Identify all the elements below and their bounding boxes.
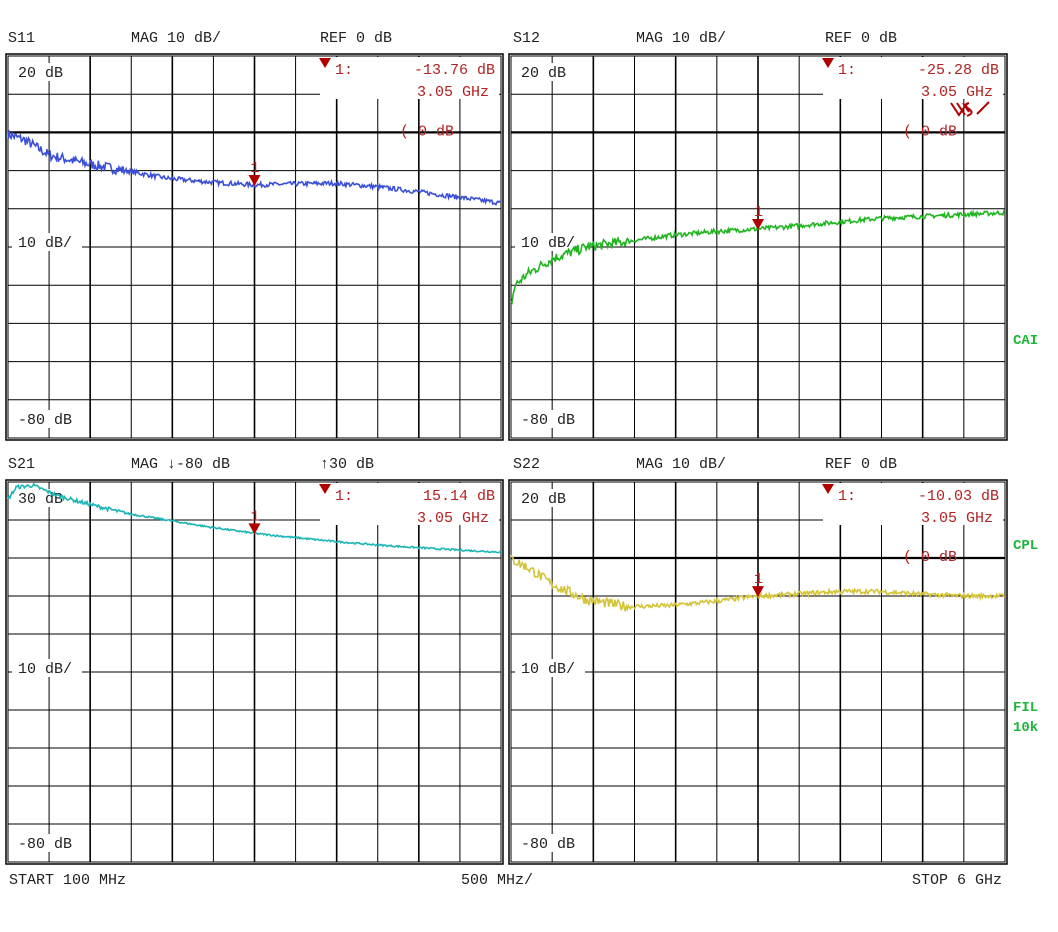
marker-frequency: 3.05 GHz [417,510,489,527]
side-label-cai: CAI [1013,333,1038,349]
marker-value: 15.14 dB [423,488,495,505]
reference-indicator: ( 0 dB [903,123,957,140]
marker-readout-background [823,57,1003,99]
frequency-per-division: 500 MHz/ [461,872,533,889]
header-ref: ↑30 dB [320,456,374,473]
chart-s12: S12 MAG 10 dB/REF 0 dB 20 dB 10 dB/ -80 dB 1:… [508,30,1008,441]
marker-label: 1: [838,488,856,505]
y-axis-scale-label-background [515,233,585,251]
y-axis-bottom-label: -80 dB [18,836,72,853]
reference-indicator: ( 0 dB [903,549,957,566]
y-axis-bottom-label-background [515,834,577,852]
marker-label: 1: [335,62,353,79]
side-label-fil: FIL [1013,700,1038,716]
marker-1-number: 1 [251,160,260,177]
chart-s21: S21 MAG ↓-80 dB ↑30 dB 30 dB 10 dB/ -80 dB 1: 1… [5,456,504,865]
chart-s11: S11 MAG 10 dB/REF 0 dB 20 dB 10 dB/ -80 dB 1:… [5,30,504,441]
header-param: S11 [8,30,35,47]
y-axis-scale-label-background [12,233,82,251]
y-axis-scale-label: 10 dB/ [521,235,575,252]
stop-frequency: STOP 6 GHz [912,872,1002,889]
marker-1-number: 1 [251,508,260,525]
marker-frequency: 3.05 GHz [417,84,489,101]
header-format: MAG 10 dB/ [636,30,726,47]
marker-readout-triangle-icon [319,484,331,494]
marker-readout-triangle-icon [822,484,834,494]
marker-value: -10.03 dB [918,488,999,505]
marker-frequency: 3.05 GHz [921,510,993,527]
chart-s22: S22 MAG 10 dB/REF 0 dB 20 dB 10 dB/ -80 dB 1:… [508,456,1008,865]
marker-1-triangle-icon[interactable] [248,523,261,535]
marker-label: 1: [838,62,856,79]
side-label-cpl: CPL [1013,538,1038,554]
marker-1-number: 1 [754,571,763,588]
header-param: S21 [8,456,35,473]
marker-value: -25.28 dB [918,62,999,79]
marker-readout-background [320,57,499,99]
marker-1-number: 1 [754,204,763,221]
marker-frequency: 3.05 GHz [921,84,993,101]
header-param: S12 [513,30,540,47]
marker-readout-background [320,483,499,525]
header-format: MAG 10 dB/ [131,30,221,47]
marker-value: -13.76 dB [414,62,495,79]
header-format: MAG ↓-80 dB [131,456,230,473]
marker-1-triangle-icon[interactable] [752,218,764,230]
y-axis-bottom-label: -80 dB [521,412,575,429]
reference-indicator: ( 0 dB [400,123,454,140]
y-axis-bottom-label: -80 dB [18,412,72,429]
trace-s11 [7,130,502,206]
y-axis-top-label-background [12,63,74,81]
side-label-fil-bandwidth: 10k [1013,720,1038,736]
start-frequency: START 100 MHz [9,872,126,889]
y-axis-top-label: 30 dB [18,491,63,508]
marker-readout-triangle-icon [822,58,834,68]
y-axis-scale-label-background [12,659,82,677]
header-ref: REF 0 dB [320,30,392,47]
header-ref: REF 0 dB [825,30,897,47]
header-ref: REF 0 dB [825,456,897,473]
y-axis-bottom-label-background [12,410,74,428]
y-axis-scale-label: 10 dB/ [18,235,72,252]
marker-readout-background [823,483,1003,525]
y-axis-top-label-background [12,489,74,507]
rohde-schwarz-logo-icon [950,101,990,117]
marker-1-triangle-icon[interactable] [248,174,261,186]
y-axis-top-label: 20 dB [521,491,566,508]
y-axis-top-label-background [515,63,577,81]
y-axis-top-label: 20 dB [18,65,63,82]
marker-readout-triangle-icon [319,58,331,68]
y-axis-scale-label: 10 dB/ [18,661,72,678]
header-param: S22 [513,456,540,473]
marker-1-triangle-icon[interactable] [752,586,764,598]
y-axis-top-label-background [515,489,577,507]
y-axis-scale-label-background [515,659,585,677]
y-axis-scale-label: 10 dB/ [521,661,575,678]
y-axis-bottom-label-background [12,834,74,852]
y-axis-top-label: 20 dB [521,65,566,82]
marker-label: 1: [335,488,353,505]
y-axis-bottom-label: -80 dB [521,836,575,853]
header-format: MAG 10 dB/ [636,456,726,473]
y-axis-bottom-label-background [515,410,577,428]
